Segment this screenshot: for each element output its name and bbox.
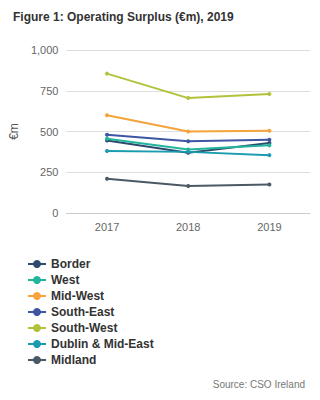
svg-text:Dublin & Mid-East: Dublin & Mid-East	[51, 337, 154, 351]
svg-text:1,000: 1,000	[31, 44, 59, 56]
svg-text:Midland: Midland	[51, 353, 96, 367]
svg-text:Source: CSO Ireland: Source: CSO Ireland	[213, 379, 305, 390]
svg-text:250: 250	[40, 166, 58, 178]
svg-text:West: West	[51, 273, 79, 287]
svg-text:2019: 2019	[257, 221, 281, 233]
svg-text:Figure 1: Operating Surplus (€: Figure 1: Operating Surplus (€m), 2019	[13, 10, 234, 24]
svg-text:Border: Border	[51, 257, 91, 271]
svg-text:500: 500	[40, 126, 58, 138]
svg-text:South-East: South-East	[51, 305, 114, 319]
svg-text:South-West: South-West	[51, 321, 117, 335]
svg-text:2017: 2017	[95, 221, 119, 233]
svg-text:0: 0	[52, 207, 58, 219]
svg-text:2018: 2018	[176, 221, 200, 233]
svg-text:Mid-West: Mid-West	[51, 289, 104, 303]
svg-text:€m: €m	[7, 123, 21, 140]
svg-text:750: 750	[40, 85, 58, 97]
